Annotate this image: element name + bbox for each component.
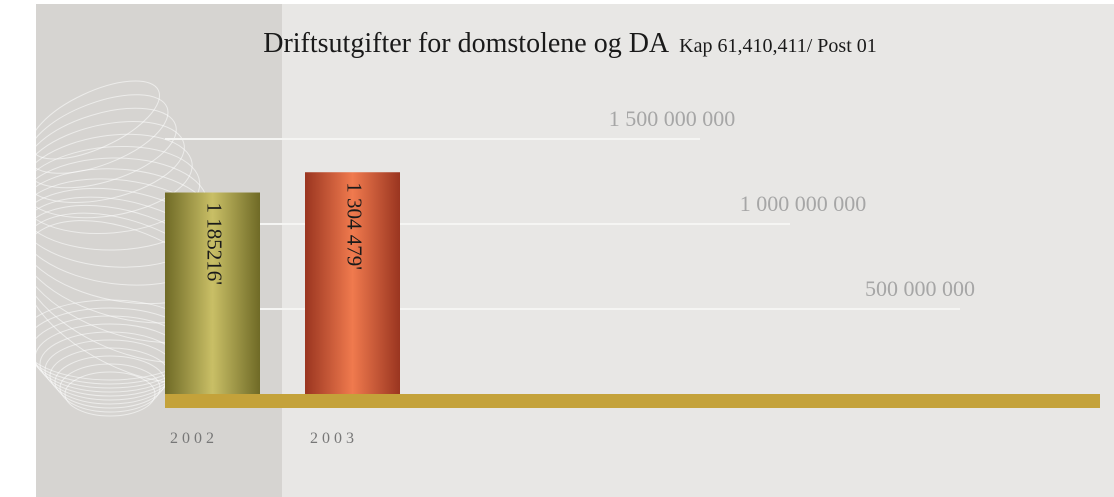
bar-value-label: 1 185216' — [203, 203, 227, 286]
y-tick-label: 1 000 000 000 — [740, 191, 867, 216]
bar-2003 — [305, 172, 400, 394]
category-labels: 2 0 0 2 2 0 0 3 — [170, 430, 354, 447]
bar-2002 — [165, 192, 260, 394]
swirl-ring — [27, 94, 169, 174]
swirl-ring — [64, 371, 156, 417]
baseline-axis — [165, 394, 1100, 408]
swirl-ring — [25, 107, 177, 189]
y-tick-labels: 500 000 000 1 000 000 000 1 500 000 000 — [609, 106, 975, 301]
chart-title: Driftsutgifter for domstolene og DA Kap … — [263, 28, 877, 59]
bars: 1 185216' 1 304 479' — [165, 172, 400, 394]
category-label: 2 0 0 2 — [170, 430, 214, 447]
chart-title-sub: Kap 61,410,411/ Post 01 — [679, 35, 877, 57]
chart-title-main: Driftsutgifter for domstolene og DA — [263, 28, 670, 59]
y-tick-label: 500 000 000 — [865, 276, 975, 301]
swirl-ring — [29, 80, 161, 160]
category-label: 2 0 0 3 — [310, 430, 354, 447]
decorative-swirl-pattern — [16, 80, 248, 417]
swirl-ring — [59, 363, 161, 413]
bar-value-label: 1 304 479' — [343, 182, 367, 270]
gridlines — [165, 138, 960, 310]
y-tick-label: 1 500 000 000 — [609, 106, 736, 131]
